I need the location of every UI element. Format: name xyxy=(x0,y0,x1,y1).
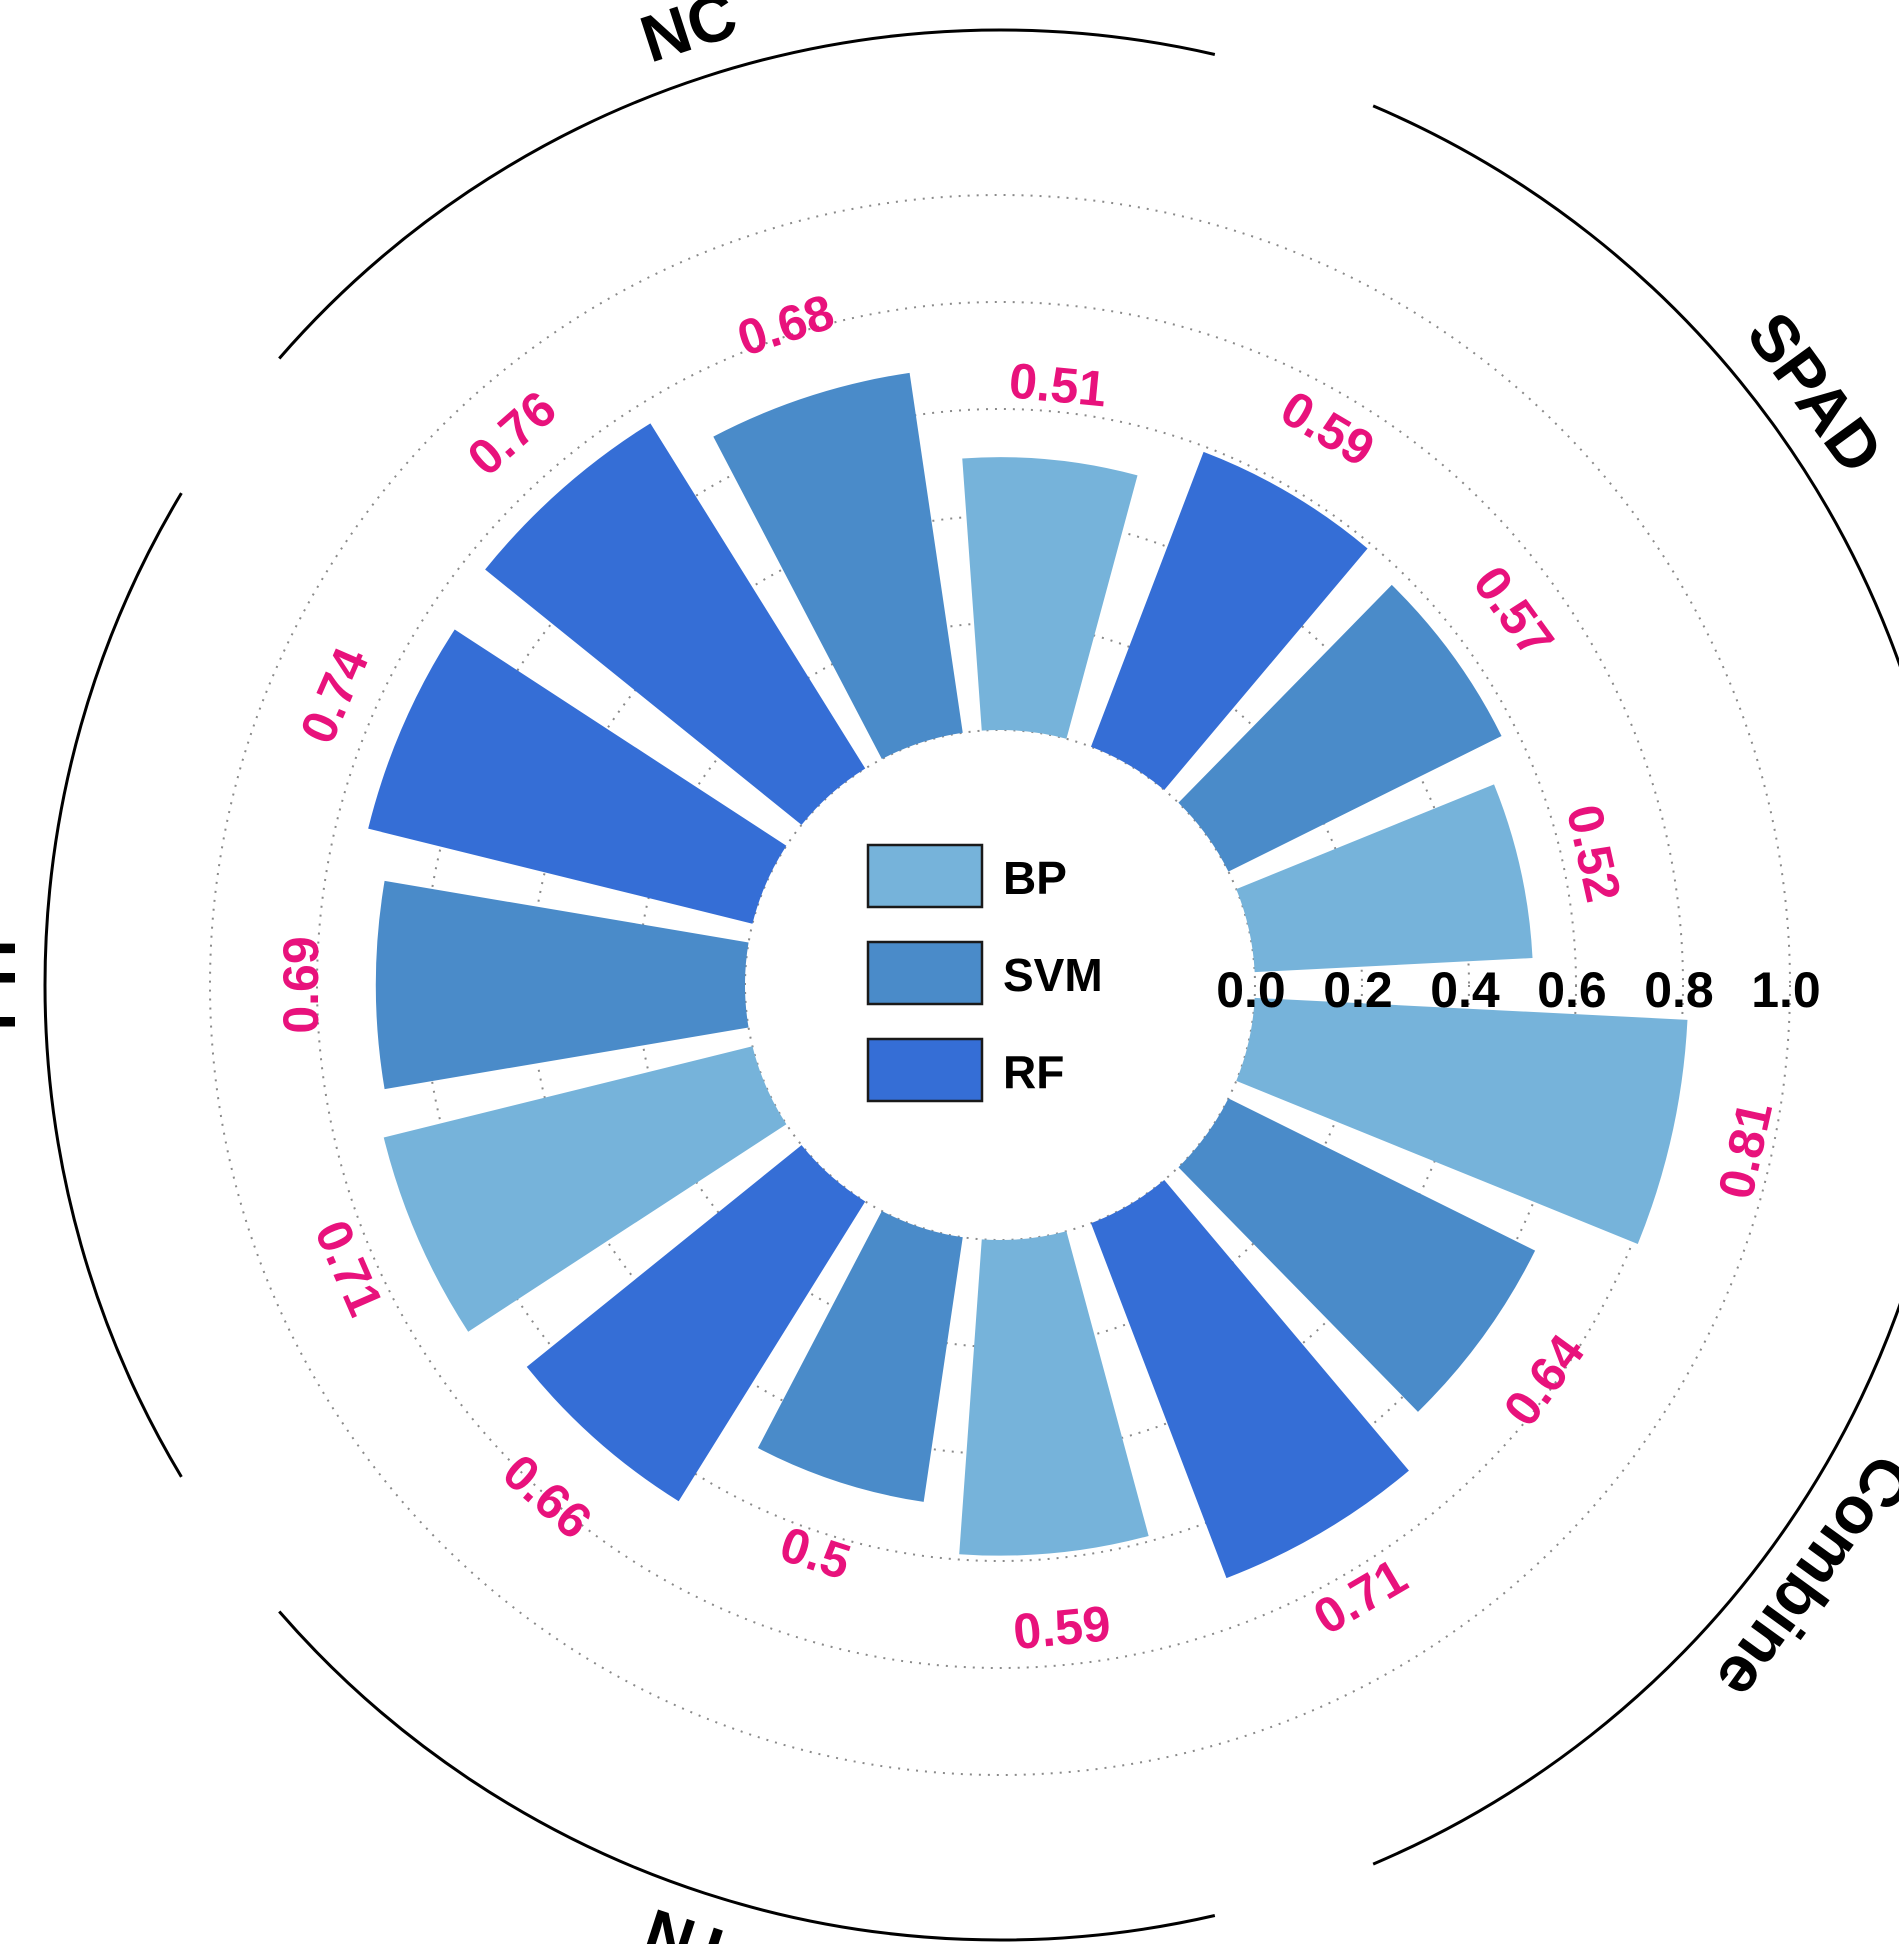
bar-combine-bp xyxy=(1236,997,1688,1244)
radial-tick-label-4: 0.8 xyxy=(1644,962,1714,1018)
value-label-combine-svm: 0.64 xyxy=(1493,1324,1596,1436)
value-label-tn-bp: 0.59 xyxy=(1011,1595,1113,1660)
bar-spad-bp xyxy=(1236,784,1533,973)
radial-tick-label-0: 0.0 xyxy=(1216,962,1286,1018)
group-arc-ph xyxy=(43,492,183,1478)
bar-tn-rf xyxy=(526,1145,866,1502)
group-arcs xyxy=(43,28,1899,1942)
grid-circle-2 xyxy=(530,515,1470,1455)
value-label-spad-bp: 0.52 xyxy=(1556,800,1632,907)
group-label-combine: Combine xyxy=(1703,1442,1899,1714)
grid-circle-0 xyxy=(744,729,1256,1241)
group-label-spad: SPAD xyxy=(1733,299,1898,487)
group-arc-tn xyxy=(278,1610,1216,1942)
bar-nc-bp xyxy=(962,457,1138,739)
legend-swatch-bp xyxy=(866,843,984,909)
bars xyxy=(368,372,1688,1579)
radial-tick-label-3: 0.6 xyxy=(1537,962,1607,1018)
group-label-tn: TN xyxy=(635,1895,742,1944)
legend-label-bp: BP xyxy=(1003,852,1067,904)
group-arc-combine xyxy=(1372,1302,1899,1866)
value-label-combine-rf: 0.71 xyxy=(1304,1548,1416,1646)
bar-combine-rf xyxy=(1090,1180,1409,1579)
bar-combine-svm xyxy=(1178,1098,1536,1412)
value-label-ph-rf: 0.74 xyxy=(289,640,379,752)
value-label-combine-bp: 0.81 xyxy=(1707,1097,1783,1204)
value-label-spad-rf: 0.59 xyxy=(1272,380,1384,478)
value-label-ph-svm: 0.69 xyxy=(273,936,329,1033)
value-label-spad-svm: 0.57 xyxy=(1462,556,1565,668)
bar-ph-rf xyxy=(368,629,787,924)
group-label-nc: NC xyxy=(632,0,746,76)
bar-spad-svm xyxy=(1178,584,1502,872)
bar-tn-bp xyxy=(959,1231,1149,1556)
grid-circle-5 xyxy=(209,194,1791,1776)
grid-circle-4 xyxy=(316,301,1684,1669)
value-label-nc-bp: 0.51 xyxy=(1007,352,1109,417)
bar-ph-bp xyxy=(383,1046,787,1332)
bar-ph-svm xyxy=(375,880,749,1090)
radial-tick-label-1: 0.2 xyxy=(1323,962,1393,1018)
legend: BP SVM RF xyxy=(866,843,1103,1103)
bar-tn-svm xyxy=(757,1210,963,1502)
group-label-ph: PH xyxy=(0,939,29,1031)
legend-swatch-svm xyxy=(866,940,984,1006)
radial-tick-label-2: 0.4 xyxy=(1430,962,1500,1018)
bar-nc-svm xyxy=(713,372,963,760)
legend-label-rf: RF xyxy=(1003,1046,1064,1098)
legend-label-svm: SVM xyxy=(1003,949,1103,1001)
value-label-ph-bp: 0.71 xyxy=(304,1212,394,1324)
value-label-nc-svm: 0.68 xyxy=(731,283,841,366)
value-label-tn-svm: 0.5 xyxy=(774,1516,857,1591)
legend-swatch-rf xyxy=(866,1037,984,1103)
group-arc-spad xyxy=(1372,104,1899,668)
bar-nc-rf xyxy=(485,423,866,825)
radial-tick-label-5: 1.0 xyxy=(1751,962,1821,1018)
radial-tick-labels: 0.0 0.2 0.4 0.6 0.8 1.0 xyxy=(1216,962,1821,1018)
group-arc-nc xyxy=(278,28,1216,360)
bar-spad-rf xyxy=(1090,451,1368,790)
